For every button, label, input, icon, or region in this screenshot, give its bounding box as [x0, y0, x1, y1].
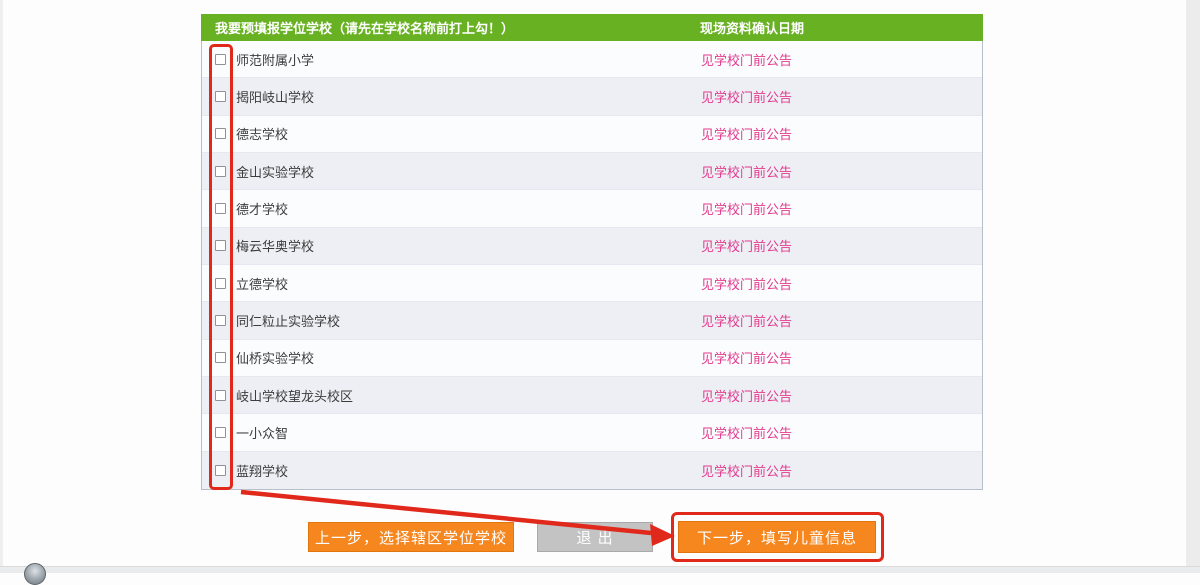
- confirm-date-note: 见学校门前公告: [701, 425, 793, 441]
- table-row: 师范附属小学 见学校门前公告: [202, 41, 982, 79]
- table-row: 立德学校 见学校门前公告: [202, 264, 982, 303]
- school-checkbox[interactable]: [215, 128, 226, 140]
- school-checkbox[interactable]: [215, 464, 226, 476]
- school-name-label: 金山实验学校: [236, 164, 315, 180]
- table-body: 师范附属小学 见学校门前公告 揭阳岐山学校 见学校门前公告 德志学校 见学校门前…: [202, 41, 982, 489]
- table-row: 仙桥实验学校 见学校门前公告: [202, 339, 982, 377]
- school-name-label: 岐山学校望龙头校区: [236, 388, 354, 404]
- confirm-date-note: 见学校门前公告: [701, 164, 793, 180]
- table-row: 梅云华奥学校 见学校门前公告: [202, 227, 982, 265]
- school-name-label: 一小众智: [236, 425, 289, 441]
- school-name-label: 揭阳岐山学校: [236, 89, 315, 105]
- school-checkbox[interactable]: [215, 53, 226, 65]
- confirm-date-note: 见学校门前公告: [701, 351, 793, 367]
- school-checkbox[interactable]: [215, 165, 226, 177]
- school-name-label: 同仁粒止实验学校: [236, 313, 341, 329]
- school-checkbox[interactable]: [215, 277, 226, 289]
- table-row: 岐山学校望龙头校区 见学校门前公告: [202, 376, 982, 415]
- school-selection-table: 我要预填报学位学校（请先在学校名称前打上勾！） 现场资料确认日期 师范附属小学 …: [201, 14, 983, 490]
- school-checkbox[interactable]: [215, 426, 226, 438]
- school-checkbox[interactable]: [215, 314, 226, 326]
- window-edge-right: [1186, 0, 1200, 573]
- column-header-confirm-date: 现场资料确认日期: [700, 21, 805, 36]
- table-row: 同仁粒止实验学校 见学校门前公告: [202, 302, 982, 340]
- school-name-label: 立德学校: [236, 276, 289, 292]
- school-name-label: 仙桥实验学校: [236, 351, 315, 367]
- table-row: 德才学校 见学校门前公告: [202, 190, 982, 228]
- confirm-date-note: 见学校门前公告: [701, 239, 793, 255]
- school-checkbox[interactable]: [215, 389, 226, 401]
- school-name-label: 德志学校: [236, 127, 289, 143]
- next-step-button[interactable]: 下一步，填写儿童信息: [678, 521, 876, 553]
- prev-step-button[interactable]: 上一步，选择辖区学位学校: [308, 522, 514, 552]
- table-row: 蓝翔学校 见学校门前公告: [202, 451, 982, 489]
- floating-widget-icon[interactable]: [24, 563, 46, 585]
- table-row: 一小众智 见学校门前公告: [202, 414, 982, 452]
- table-row: 德志学校 见学校门前公告: [202, 115, 982, 153]
- school-name-label: 蓝翔学校: [236, 463, 289, 479]
- confirm-date-note: 见学校门前公告: [701, 127, 793, 143]
- confirm-date-note: 见学校门前公告: [701, 463, 793, 479]
- column-header-school: 我要预填报学位学校（请先在学校名称前打上勾！）: [215, 21, 515, 36]
- school-checkbox[interactable]: [215, 240, 226, 252]
- window-edge-bottom: [0, 566, 1200, 573]
- exit-button[interactable]: 退 出: [537, 522, 653, 552]
- school-checkbox[interactable]: [215, 202, 226, 214]
- table-header-row: 我要预填报学位学校（请先在学校名称前打上勾！） 现场资料确认日期: [201, 14, 983, 41]
- school-name-label: 师范附属小学: [236, 52, 315, 68]
- school-checkbox[interactable]: [215, 90, 226, 102]
- table-row: 金山实验学校 见学校门前公告: [202, 152, 982, 191]
- school-checkbox[interactable]: [215, 352, 226, 364]
- confirm-date-note: 见学校门前公告: [701, 276, 793, 292]
- table-row: 揭阳岐山学校 见学校门前公告: [202, 78, 982, 116]
- confirm-date-note: 见学校门前公告: [701, 201, 793, 217]
- window-edge-left: [0, 0, 3, 573]
- confirm-date-note: 见学校门前公告: [701, 52, 793, 68]
- school-name-label: 德才学校: [236, 201, 289, 217]
- school-name-label: 梅云华奥学校: [236, 239, 315, 255]
- confirm-date-note: 见学校门前公告: [701, 89, 793, 105]
- confirm-date-note: 见学校门前公告: [701, 388, 793, 404]
- confirm-date-note: 见学校门前公告: [701, 313, 793, 329]
